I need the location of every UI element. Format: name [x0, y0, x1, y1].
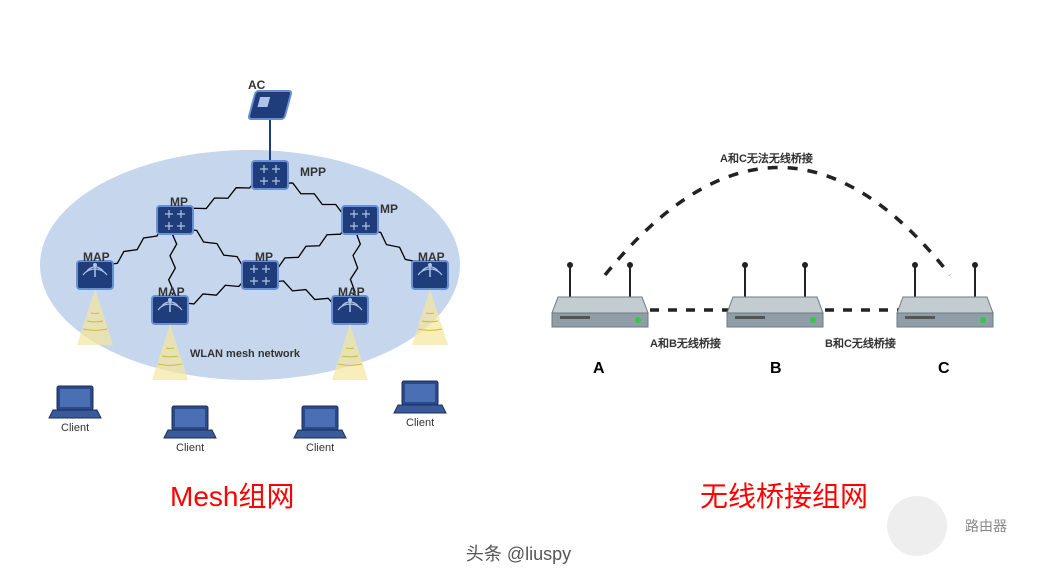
cloud-label: WLAN mesh network [190, 348, 300, 360]
watermark-text: 路由器 [965, 516, 1007, 536]
router-c-label: C [938, 360, 950, 378]
arc-label: A和C无法无线桥接 [720, 150, 813, 166]
label-mp1: MP [170, 195, 188, 209]
label-map3: MAP [338, 285, 365, 299]
router-a-label: A [593, 360, 605, 378]
watermark-icon [887, 496, 947, 556]
clients [49, 381, 446, 438]
label-map2: MAP [158, 285, 185, 299]
client-label: Client [61, 422, 89, 434]
node-map3 [332, 296, 368, 324]
node-map2 [152, 296, 188, 324]
node-map4 [412, 261, 448, 289]
router-c [897, 262, 993, 327]
client-laptop [164, 406, 216, 438]
client-laptop [294, 406, 346, 438]
label-mpp: MPP [300, 165, 326, 179]
mesh-diagram: AC WLAN mesh network MPP MP MP MP MAP MAP MAP M… [0, 0, 520, 520]
node-map1 [77, 261, 113, 289]
left-title: Mesh组网 [170, 475, 294, 515]
client-laptop [394, 381, 446, 413]
router-b [727, 262, 823, 327]
ac-node [248, 91, 292, 119]
router-a [552, 262, 648, 327]
label-mp2: MP [380, 202, 398, 216]
attribution: 头条 @liuspy [466, 540, 571, 566]
bridge-diagram: A和C无法无线桥接 A和B无线桥接 B和C无线桥接 A B C [520, 0, 1037, 520]
node-mp3 [242, 261, 278, 289]
node-mp2 [342, 206, 378, 234]
label-mp3: MP [255, 250, 273, 264]
client-laptop [49, 386, 101, 418]
router-b-label: B [770, 360, 782, 378]
link-arc [605, 168, 950, 276]
bridge-svg [520, 0, 1037, 520]
node-mpp [252, 161, 288, 189]
node-mp1 [157, 206, 193, 234]
link-bc-label: B和C无线桥接 [825, 335, 896, 351]
client-label: Client [306, 442, 334, 454]
ac-label: AC [248, 78, 265, 92]
client-label: Client [406, 417, 434, 429]
label-map4: MAP [418, 250, 445, 264]
link-ab-label: A和B无线桥接 [650, 335, 721, 351]
label-map1: MAP [83, 250, 110, 264]
client-label: Client [176, 442, 204, 454]
right-title: 无线桥接组网 [700, 475, 868, 515]
